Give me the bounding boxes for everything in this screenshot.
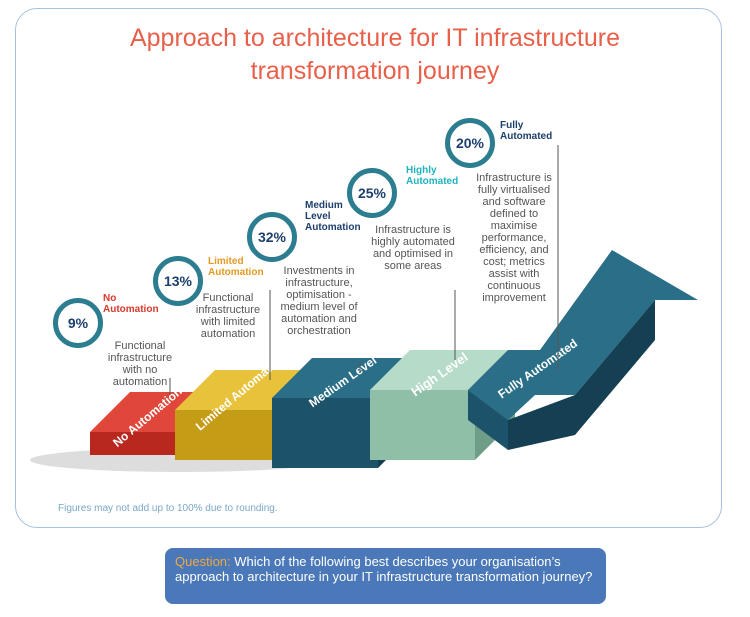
description: Infrastructure is fully virtualised and … bbox=[476, 172, 552, 304]
percent-badge: 9% bbox=[53, 298, 103, 348]
level-label: Fully Automated bbox=[500, 120, 553, 142]
description: Investments in infrastructure, optimisat… bbox=[280, 265, 358, 337]
question-label: Question: bbox=[175, 554, 231, 569]
footnote: Figures may not add up to 100% due to ro… bbox=[58, 503, 278, 514]
percent-badge: 13% bbox=[153, 256, 203, 306]
arrow bbox=[468, 250, 698, 450]
percent-badge: 20% bbox=[445, 118, 495, 168]
description: Functional infrastructure with no automa… bbox=[107, 340, 173, 388]
level-label: No Automation bbox=[103, 293, 159, 315]
level-label: Limited Automation bbox=[208, 256, 264, 278]
percent-badge: 32% bbox=[247, 212, 297, 262]
title: Approach to architecture for IT infrastr… bbox=[129, 24, 621, 85]
leaders bbox=[169, 145, 559, 395]
description: Infrastructure is highly automated and o… bbox=[371, 224, 455, 272]
level-label: Highly Automated bbox=[406, 165, 459, 187]
question-text: Which of the following best describes yo… bbox=[175, 554, 593, 584]
frame bbox=[15, 8, 722, 528]
percent-badge: 25% bbox=[347, 168, 397, 218]
question-box: Question: Which of the following best de… bbox=[165, 548, 606, 604]
level-label: Medium Level Automation bbox=[305, 200, 361, 233]
description: Functional infrastructure with limited a… bbox=[195, 292, 261, 340]
